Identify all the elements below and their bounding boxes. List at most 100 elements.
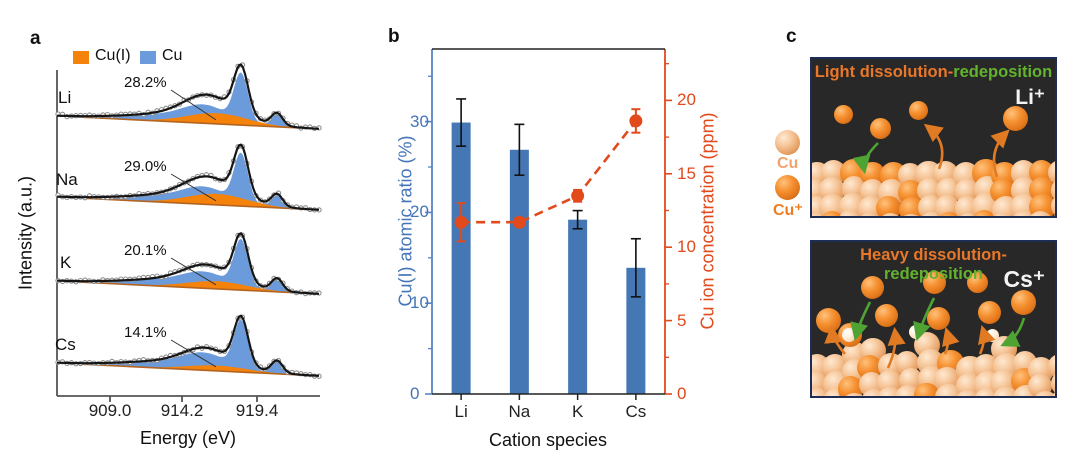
arrows-overlay	[852, 123, 1010, 178]
cu-ion-sphere	[1003, 106, 1028, 131]
cu-atom-sphere	[876, 387, 903, 396]
legend-label-cu-plus-sphere: Cu⁺	[773, 202, 803, 219]
cu-ion-sphere	[967, 272, 988, 293]
cu-atom-sphere	[860, 388, 888, 396]
cu-ion-sphere	[978, 301, 1001, 324]
cu1-ratio-Na: 29.0%	[124, 158, 167, 175]
panel-b-category-Na: Na	[508, 402, 531, 421]
cu-atom-sphere	[812, 388, 830, 396]
cu-atom-sphere	[990, 213, 1016, 216]
cu-ion-sphere	[870, 118, 891, 139]
cu-atom-sphere	[856, 212, 883, 216]
cu1-ratio-K: 20.1%	[124, 242, 167, 259]
panel-b-right-axis-title: Cu ion concentration (ppm)	[697, 112, 718, 330]
cu-atom-sphere	[1027, 210, 1053, 216]
legend-sphere-cu-plus	[775, 175, 800, 200]
illustration-heavy-dissolution: Heavy dissolution-redeposition Cs⁺	[810, 240, 1057, 398]
spectrum-label-Na: Na	[56, 170, 78, 189]
panel-a-y-axis-title: Intensity (a.u.)	[15, 175, 36, 291]
panel-b-category-Cs: Cs	[625, 402, 647, 421]
arrows-overlay	[824, 297, 1026, 369]
cu-atom-sphere	[1011, 211, 1038, 216]
cu-ion-sphere	[909, 101, 928, 120]
panel-a-x-axis-title: Energy (eV)	[139, 428, 237, 448]
cu-atom-sphere	[897, 214, 926, 216]
legend-swatch-cu	[140, 51, 156, 64]
cu-ion-sphere	[837, 376, 864, 396]
cu-atom-sphere	[1013, 385, 1039, 396]
illustration-light-dissolution: Light dissolution-redeposition Li⁺	[810, 57, 1057, 218]
title-light-dissolution-text: Light dissolution-	[814, 63, 954, 81]
panel-b-label: b	[388, 26, 400, 47]
dissolution-arrow	[978, 325, 996, 355]
cu-ion-sphere	[1029, 193, 1055, 216]
legend-label-cu-sphere: Cu	[777, 155, 799, 172]
cu-atom-sphere	[934, 195, 960, 216]
cu-atom-sphere	[973, 387, 1001, 396]
cu-ion-sphere	[875, 304, 898, 327]
cu-ion-sphere	[876, 195, 901, 216]
dissolution-arrow	[824, 324, 846, 355]
cu-atom-sphere	[877, 212, 904, 216]
panel-a-label: a	[30, 28, 41, 49]
spectrum-label-K: K	[60, 253, 72, 272]
cu-atom-sphere	[895, 384, 921, 396]
legend-swatch-cu1	[73, 51, 89, 64]
cu-ion-sphere	[971, 210, 998, 216]
cu-atom-sphere	[991, 387, 1020, 396]
cu-atom-sphere	[837, 210, 862, 216]
cu-ion-sphere	[834, 105, 853, 124]
dissolution-arrow	[990, 129, 1010, 178]
panel-b-right-tick-0: 0	[677, 384, 687, 403]
title-redeposition-text: redeposition	[953, 63, 1053, 81]
cu-atom-sphere	[1047, 353, 1055, 379]
cu-ion-sphere	[923, 271, 946, 294]
cu-ion-sphere	[1011, 290, 1036, 315]
redeposition-arrow	[1000, 317, 1026, 347]
cu-atom-sphere	[1050, 193, 1055, 216]
panel-b-right-tick-10: 10	[677, 237, 696, 257]
panel-a-x-tick-914.2: 914.2	[160, 401, 204, 420]
cu-atom-sphere	[1028, 374, 1053, 396]
redeposition-arrow	[852, 142, 879, 175]
spectrum-label-Li: Li	[58, 88, 72, 107]
panel-b-right-tick-15: 15	[677, 163, 696, 183]
cu1-ratio-Cs: 14.1%	[124, 324, 167, 341]
cu-atom-sphere	[955, 213, 981, 216]
cu-ion-sphere	[861, 276, 884, 299]
panel-a-x-tick-909.0: 909.0	[88, 401, 132, 420]
panel-b-x-axis-title: Cation species	[488, 430, 608, 450]
legend-sphere-cu	[775, 130, 800, 155]
legend-label-cu1: Cu(I)	[95, 47, 131, 64]
panel-b-category-K: K	[571, 402, 584, 421]
panel-a-x-tick-919.4: 919.4	[235, 401, 279, 420]
cu-ion-sphere	[819, 211, 844, 216]
redeposition-arrow	[850, 301, 872, 342]
panel-b-right-tick-20: 20	[677, 90, 696, 110]
cu1-ratio-Li: 28.2%	[124, 74, 167, 91]
cu-atom-sphere	[841, 393, 868, 396]
cu-atom-sphere	[1050, 370, 1055, 396]
cu-atom-sphere	[1050, 176, 1055, 205]
panel-b-category-Li: Li	[454, 402, 468, 421]
cu-atom-sphere	[1031, 391, 1055, 396]
cu-ion-sphere	[927, 307, 950, 330]
illustration-title-light: Light dissolution-redeposition	[812, 63, 1055, 82]
title-heavy-dissolution-text: Heavy dissolution-	[860, 246, 1007, 264]
cu-ion-sphere	[913, 382, 939, 396]
ion-label-li: Li⁺	[1015, 86, 1045, 109]
legend-label-cu: Cu	[162, 47, 183, 64]
redeposition-arrow	[913, 297, 936, 341]
cu-atom-sphere	[955, 390, 982, 396]
panel-c-label: c	[786, 26, 797, 47]
spectrum-label-Cs: Cs	[55, 335, 76, 354]
cu-ion-sphere	[937, 212, 962, 216]
dissolution-arrow	[942, 327, 960, 355]
dissolution-arrow	[886, 326, 906, 369]
cu-atom-sphere	[918, 211, 946, 216]
cu-atom-sphere	[1048, 159, 1055, 186]
cu-atom-sphere	[822, 387, 851, 396]
ion-label-cs: Cs⁺	[1003, 266, 1045, 292]
